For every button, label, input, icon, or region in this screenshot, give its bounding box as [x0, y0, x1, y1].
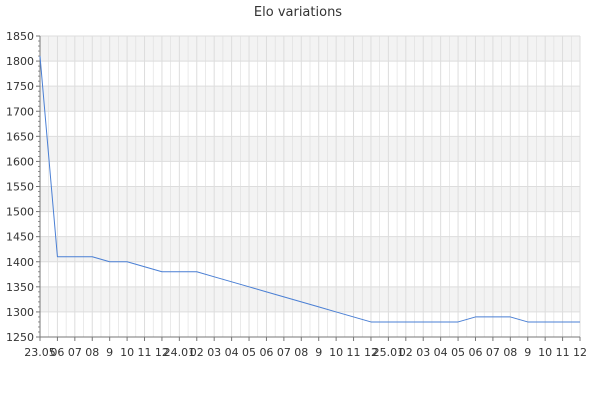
- y-tick-label: 1700: [6, 105, 34, 118]
- series-layer: [39, 56, 580, 323]
- x-tick-label: 9: [315, 346, 322, 359]
- x-tick-label: 10: [120, 346, 134, 359]
- y-tick-label: 1250: [6, 331, 34, 344]
- y-tick-label: 1600: [6, 155, 34, 168]
- series-line: [39, 56, 580, 323]
- x-tick-label: 04: [225, 346, 239, 359]
- x-tick-label: 11: [347, 346, 361, 359]
- x-tick-label: 23.05: [24, 346, 56, 359]
- x-tick-label: 07: [68, 346, 82, 359]
- y-tick-label: 1450: [6, 231, 34, 244]
- y-tick-label: 1500: [6, 206, 34, 219]
- x-tick-label: 25.01: [373, 346, 405, 359]
- x-tick-label: 9: [524, 346, 531, 359]
- x-tick-label: 12: [364, 346, 378, 359]
- x-tick-label: 05: [242, 346, 256, 359]
- y-tick-label: 1350: [6, 281, 34, 294]
- x-tick-label: 06: [468, 346, 482, 359]
- x-tick-label: 08: [85, 346, 99, 359]
- x-tick-label: 10: [329, 346, 343, 359]
- x-tick-label: 06: [50, 346, 64, 359]
- x-tick-label: 03: [416, 346, 430, 359]
- y-axis-ticks: 1250 1300 1350 1400 1450 1500 1550 1600 1650 1700…: [6, 30, 40, 344]
- chart-title: Elo variations: [254, 5, 342, 20]
- x-tick-label: 11: [138, 346, 152, 359]
- y-tick-label: 1850: [6, 30, 34, 43]
- x-tick-label: 03: [207, 346, 221, 359]
- y-tick-label: 1750: [6, 80, 34, 93]
- x-tick-label: 24.01: [164, 346, 196, 359]
- horizontal-gridlines: [40, 35, 580, 338]
- x-tick-label: 9: [106, 346, 113, 359]
- x-tick-label: 08: [294, 346, 308, 359]
- y-tick-label: 1300: [6, 306, 34, 319]
- x-tick-label: 12: [573, 346, 587, 359]
- x-tick-label: 02: [399, 346, 413, 359]
- y-tick-label: 1650: [6, 130, 34, 143]
- x-tick-label: 02: [190, 346, 204, 359]
- x-tick-label: 07: [486, 346, 500, 359]
- y-tick-label: 1550: [6, 181, 34, 194]
- x-tick-label: 12: [155, 346, 169, 359]
- x-tick-label: 04: [434, 346, 448, 359]
- x-tick-label: 11: [556, 346, 570, 359]
- x-tick-label: 07: [277, 346, 291, 359]
- x-tick-label: 08: [503, 346, 517, 359]
- y-tick-label: 1800: [6, 55, 34, 68]
- y-tick-label: 1400: [6, 256, 34, 269]
- x-tick-label: 06: [259, 346, 273, 359]
- x-tick-label: 05: [451, 346, 465, 359]
- x-tick-label: 10: [538, 346, 552, 359]
